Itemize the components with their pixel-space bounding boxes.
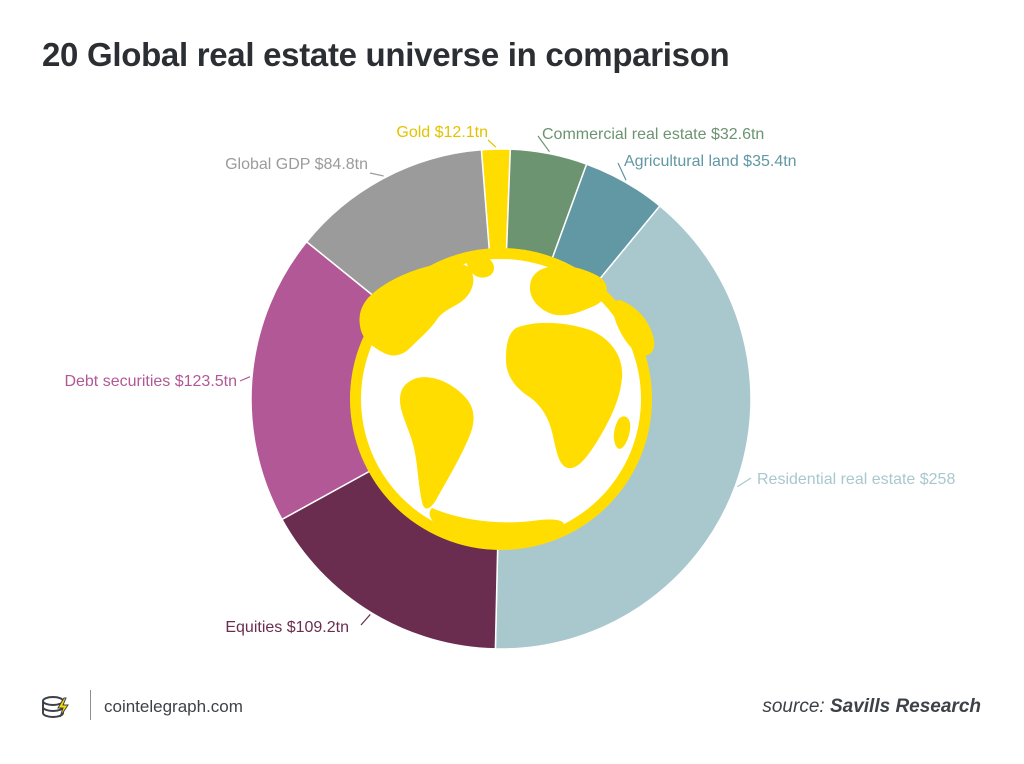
globe-icon xyxy=(350,248,655,550)
slice-label-residential-real-estate: Residential real estate $258 xyxy=(757,471,955,488)
label-leader-lines xyxy=(239,135,752,626)
slice-label-agricultural-land: Agricultural land $35.4tn xyxy=(624,153,797,170)
footer-site-link[interactable]: cointelegraph.com xyxy=(104,697,243,716)
continent-europe xyxy=(530,265,607,316)
page-title: 20 Global real estate universe in compar… xyxy=(42,36,730,73)
slice-label-equities: Equities $109.2tn xyxy=(225,619,349,636)
leader-line-residential-real-estate xyxy=(736,477,752,488)
source-credit: source: Savills Research xyxy=(762,696,981,718)
slice-labels: Gold $12.1tn Commercial real estate $32.6… xyxy=(64,124,955,636)
slice-label-gold: Gold $12.1tn xyxy=(396,124,488,141)
continent-asia xyxy=(613,300,655,356)
island-greenland xyxy=(467,256,494,278)
leader-line-debt-securities xyxy=(239,376,251,382)
source-name: Savills Research xyxy=(829,696,981,717)
leader-line-gold xyxy=(487,139,497,148)
footer-divider xyxy=(90,690,91,720)
continent-antarctica xyxy=(429,508,564,541)
source-prefix: source: xyxy=(762,696,825,717)
slice-label-debt-securities: Debt securities $123.5tn xyxy=(64,373,237,390)
continent-africa xyxy=(506,322,623,469)
leader-line-agricultural-land xyxy=(617,162,627,181)
cointelegraph-logo-icon xyxy=(42,696,69,719)
continent-north-america xyxy=(359,262,474,356)
continent-south-america xyxy=(400,377,474,509)
slice-label-global-gdp: Global GDP $84.8tn xyxy=(225,156,368,173)
slice-label-commercial-real-estate: Commercial real estate $32.6tn xyxy=(542,126,764,143)
leader-line-commercial-real-estate xyxy=(537,135,550,153)
leader-line-equities xyxy=(360,614,371,626)
island-madagascar xyxy=(613,416,631,449)
leader-line-global-gdp xyxy=(369,172,384,177)
